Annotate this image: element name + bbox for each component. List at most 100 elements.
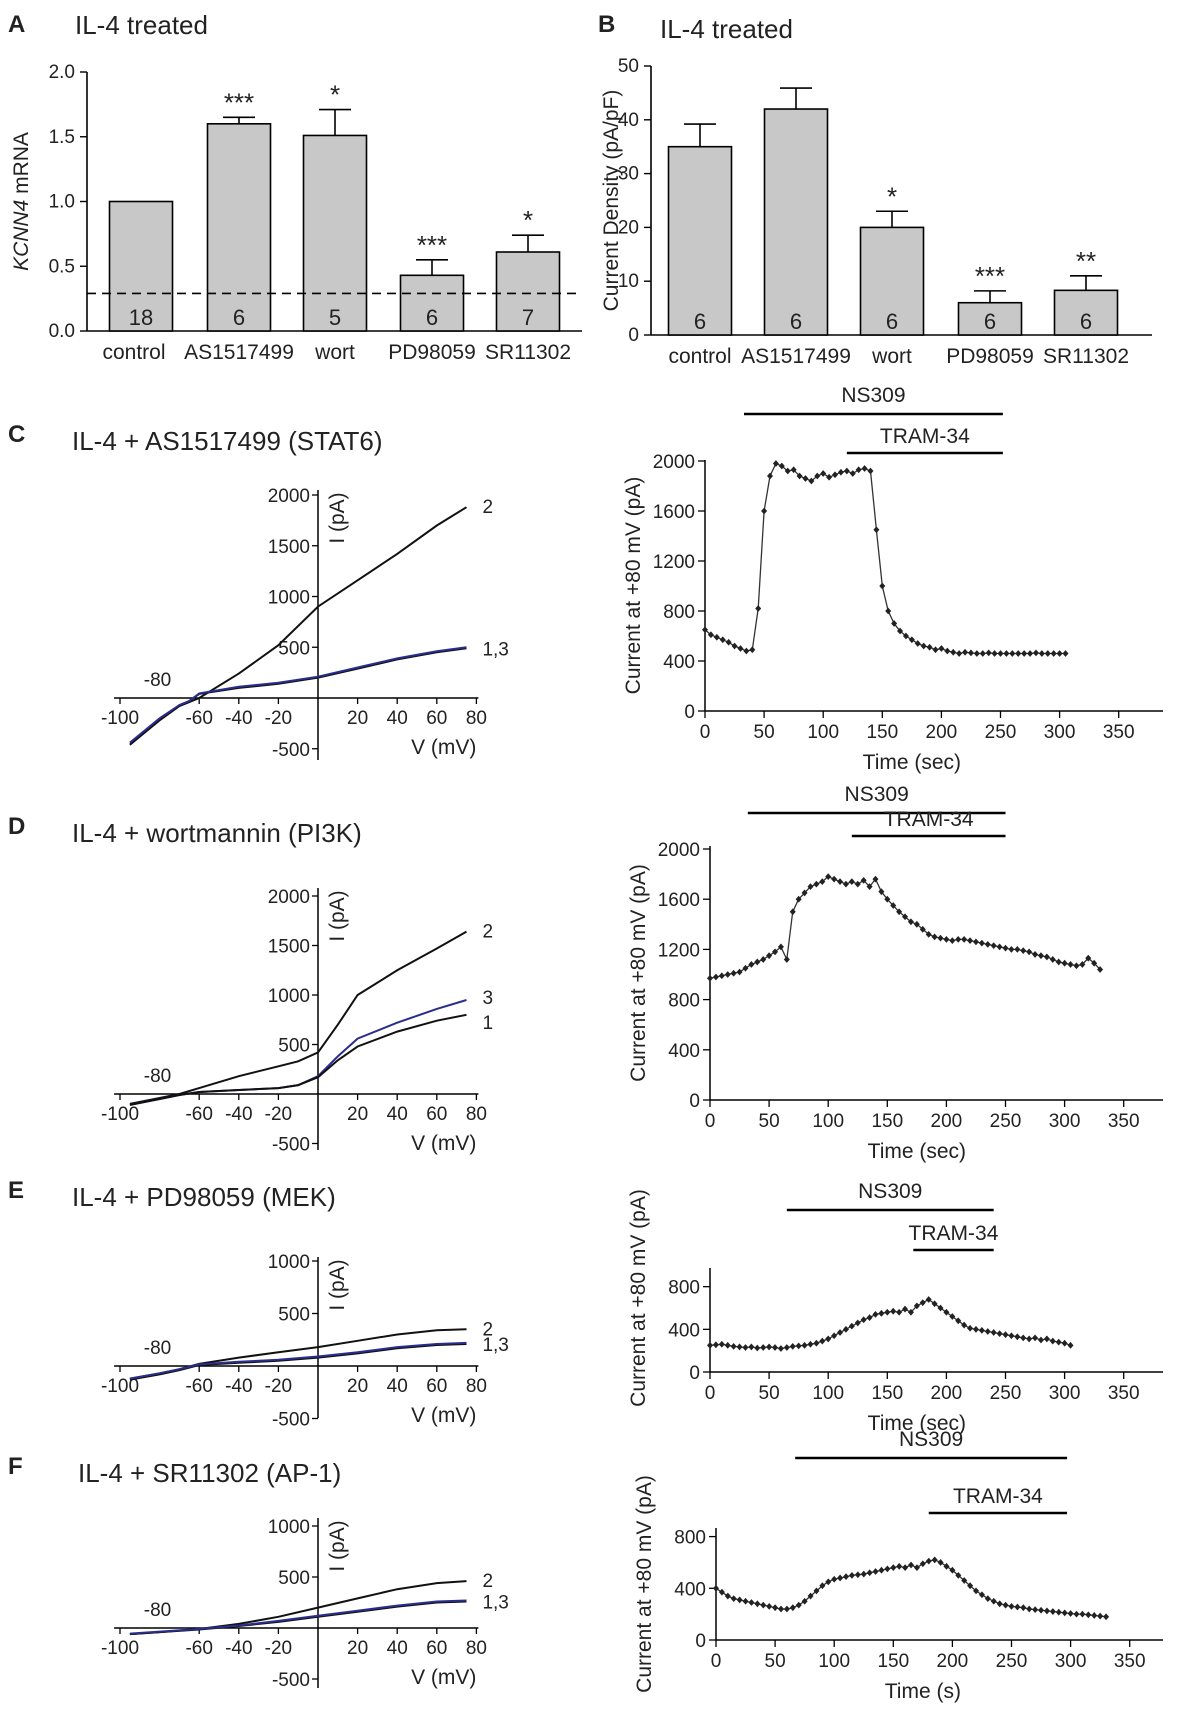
panel-b-category-label: SR11302 <box>1043 345 1129 368</box>
panel-e-ts-ytick-label: 400 <box>668 1320 700 1341</box>
panel-d-ts-point <box>777 943 784 951</box>
panel-f-ts-point <box>878 1566 885 1574</box>
panel-c-ts-xtick-label: 150 <box>866 722 898 743</box>
panel-f-ts-point <box>890 1564 897 1572</box>
panel-f-ts-point <box>1026 1605 1033 1613</box>
panel-b-bar <box>667 145 733 336</box>
panel-d-ts-point <box>961 935 968 943</box>
panel-c-ts-point <box>849 470 856 477</box>
panel-d-ts-point <box>736 968 743 976</box>
panel-e-ns309-label: NS309 <box>858 1180 922 1203</box>
panel-d-ts-point <box>1079 961 1086 968</box>
panel-f-ts-point <box>913 1564 920 1572</box>
panel-f-ts-xtick-label: 50 <box>765 1651 786 1672</box>
panel-d-iv-curve-label: 2 <box>482 922 493 943</box>
panel-e-ts-point <box>978 1327 985 1334</box>
panel-e-ts-xtick-label: 0 <box>705 1383 716 1404</box>
panel-e-iv-ytick-label: 500 <box>278 1305 310 1326</box>
panel-d-ts-point <box>996 943 1003 951</box>
panel-f-ts-point <box>1055 1608 1062 1616</box>
panel-e-iv-ytick-label: -500 <box>272 1410 310 1431</box>
panel-f-ts-point <box>1073 1610 1080 1618</box>
panel-c-tram34-label: TRAM-34 <box>880 425 970 448</box>
panel-d-ts-point <box>1049 956 1056 963</box>
panel-c-ts-point <box>855 466 862 474</box>
panel-c-ts-point <box>944 647 951 655</box>
panel-f-ts-point <box>1061 1609 1068 1617</box>
panel-c-ts-point <box>778 462 785 470</box>
panel-c-ts-xtick-label: 50 <box>754 722 775 743</box>
panel-d-ts-point <box>837 878 844 886</box>
panel-c-ts-point <box>702 626 708 634</box>
panel-c-ts-point <box>926 643 933 651</box>
panel-d-ts-point <box>1061 959 1068 967</box>
panel-f-ts-point <box>724 1592 731 1600</box>
panel-d-ts-point <box>772 948 779 956</box>
panel-e-ts-point <box>925 1296 932 1303</box>
panel-e-ts-point <box>961 1321 968 1329</box>
panel-c-ts-point <box>932 646 939 654</box>
panel-f-iv-ytick-label: 500 <box>278 1568 310 1589</box>
panel-d-ts-point <box>943 935 950 943</box>
panel-c-ts-point <box>1021 650 1028 657</box>
panel-b-title: IL-4 treated <box>660 14 793 44</box>
panel-a-significance: * <box>330 80 340 110</box>
panel-e-ts-point <box>872 1311 879 1318</box>
panel-f-iv-y-label: I (pA) <box>326 1520 349 1571</box>
panel-c-ts-point <box>920 642 927 650</box>
panel-f-title: IL-4 + SR11302 (AP-1) <box>78 1458 341 1488</box>
panel-f-ts-point <box>783 1605 790 1613</box>
panel-c-ts-point <box>749 646 756 654</box>
panel-a-significance: * <box>523 205 533 235</box>
panel-c-iv-ytick-label: -500 <box>272 740 310 761</box>
panel-e-ts-point <box>777 1345 784 1352</box>
panel-c-ts-xtick-label: 100 <box>807 722 839 743</box>
panel-d-iv-xtick-label: -60 <box>185 1104 212 1125</box>
panel-d-ts-xtick-label: 50 <box>759 1111 780 1132</box>
panel-f-ts-point <box>1097 1612 1104 1620</box>
panel-c-ts-point <box>772 460 779 467</box>
panel-e-ts-point <box>878 1309 885 1317</box>
panel-c-ts-point <box>1062 650 1069 657</box>
panel-a-ytick-label: 0.5 <box>49 256 75 277</box>
panel-d-ts-point <box>878 888 885 896</box>
panel-f-iv-xtick-label: 80 <box>466 1638 487 1659</box>
panel-f-ts-point <box>896 1562 903 1570</box>
panel-e-ts-point <box>837 1329 844 1336</box>
panel-e-iv-xtick-label: 80 <box>466 1376 487 1397</box>
panel-d-ts-point <box>1032 951 1039 958</box>
panel-f-ts-point <box>925 1557 932 1565</box>
panel-c-iv-ytick-label: 2000 <box>268 486 310 507</box>
panel-e-iv-xtick-label: 40 <box>387 1376 408 1397</box>
panel-d-ts-point <box>860 876 867 884</box>
panel-e-ts-point <box>742 1344 749 1351</box>
panel-a-ytick-label: 1.0 <box>49 192 75 213</box>
panel-d-ts-xtick-label: 200 <box>931 1111 963 1132</box>
panel-d-ts-xtick-label: 100 <box>812 1111 844 1132</box>
panel-a-bar <box>302 134 368 332</box>
panel-f-ts-point <box>949 1566 956 1574</box>
panel-f-ts-point <box>772 1604 779 1612</box>
panel-f-iv-x-label: V (mV) <box>411 1666 476 1689</box>
panel-d-ts-point <box>931 933 938 941</box>
panel-e-ts-point <box>801 1341 808 1349</box>
panel-f-ts-point <box>866 1569 873 1577</box>
panel-c-iv-xtick-label: 60 <box>426 708 447 729</box>
panel-a-ytick-label: 2.0 <box>49 62 75 83</box>
panel-f-ts-point <box>1002 1601 1009 1609</box>
panel-a-bar <box>495 251 561 332</box>
panel-d-ts-point <box>902 913 909 921</box>
panel-c-ts-point <box>755 605 762 612</box>
panel-c-ts-point <box>885 607 892 615</box>
panel-f-ts-point <box>778 1605 785 1613</box>
panel-d-iv-y-label: I (pA) <box>326 890 349 941</box>
panel-d-ts-xtick-label: 0 <box>705 1111 716 1132</box>
panel-f-iv-xtick-label: 20 <box>347 1638 368 1659</box>
panel-c-ts-point <box>796 472 803 480</box>
panel-c-ts-point <box>1027 650 1034 657</box>
panel-e-ts-point <box>919 1299 926 1307</box>
panel-d-ts-point <box>748 961 755 968</box>
panel-f-ts-xtick-label: 300 <box>1055 1651 1087 1672</box>
panel-f-iv-xtick-label: 40 <box>387 1638 408 1659</box>
